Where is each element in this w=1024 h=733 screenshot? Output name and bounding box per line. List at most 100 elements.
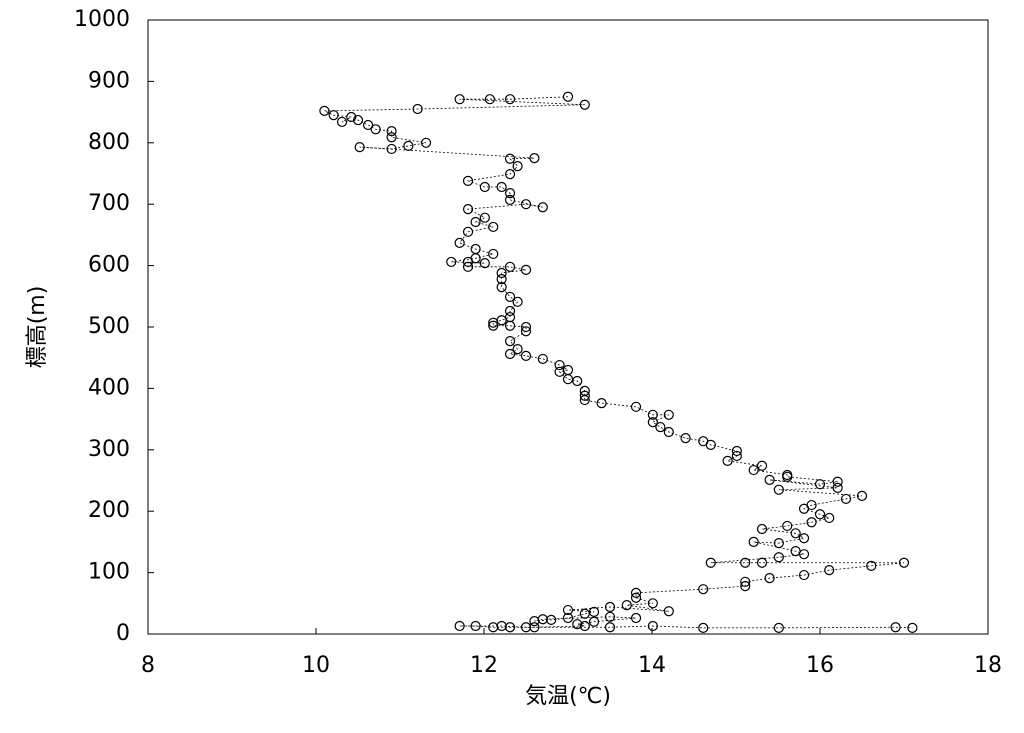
data-point: [824, 512, 835, 524]
data-point: [520, 622, 532, 633]
data-point: [748, 536, 759, 548]
data-point: [579, 99, 590, 110]
data-point: [890, 622, 901, 633]
data-point: [537, 353, 548, 365]
data-point: [512, 344, 523, 355]
data-point: [562, 364, 574, 376]
data-point: [512, 296, 523, 307]
data-point: [537, 202, 548, 213]
data-point: [352, 114, 364, 126]
data-point: [630, 612, 642, 624]
data-point: [756, 523, 768, 535]
data-point: [740, 557, 751, 568]
y-tick-label: 100: [88, 560, 130, 585]
y-tick-label: 700: [88, 191, 130, 216]
x-tick-label: 8: [141, 653, 155, 678]
data-point: [370, 124, 381, 135]
data-point: [454, 237, 465, 248]
data-point: [412, 103, 423, 115]
x-tick-label: 18: [974, 653, 1002, 678]
y-tick-label: 0: [116, 621, 130, 646]
data-point: [346, 111, 357, 123]
data-point: [529, 153, 540, 164]
y-axis-label: 標高(m): [25, 286, 50, 369]
data-point: [386, 126, 397, 137]
data-point: [470, 620, 481, 632]
data-point: [488, 248, 499, 260]
y-tick-label: 400: [88, 375, 130, 400]
data-point: [832, 476, 843, 487]
y-tick-label: 200: [88, 498, 130, 523]
data-point: [773, 538, 784, 549]
data-point: [504, 169, 516, 180]
data-point: [504, 261, 516, 272]
data-point: [520, 350, 532, 361]
data-point: [773, 484, 784, 495]
data-point: [562, 612, 574, 624]
data-point: [647, 620, 658, 632]
y-tick-label: 600: [88, 253, 130, 278]
data-point: [647, 598, 658, 609]
data-point: [572, 375, 583, 387]
data-point: [756, 557, 768, 568]
data-point: [496, 620, 507, 632]
data-point: [630, 592, 642, 603]
data-line: [324, 96, 913, 629]
data-point: [798, 549, 810, 560]
data-point: [562, 91, 574, 102]
data-point: [554, 359, 565, 371]
data-point: [898, 557, 910, 568]
data-point: [479, 258, 490, 269]
data-point: [740, 581, 751, 592]
data-point: [504, 291, 516, 303]
data-point: [731, 445, 742, 457]
data-point: [386, 132, 397, 143]
data-point: [806, 517, 817, 528]
data-point: [504, 320, 516, 331]
data-point: [588, 616, 600, 627]
data-point: [354, 141, 365, 153]
data-point: [705, 557, 716, 568]
data-point: [604, 611, 616, 622]
data-point: [504, 336, 516, 347]
data-point: [655, 421, 666, 433]
data-point: [504, 188, 516, 199]
x-tick-label: 10: [302, 653, 330, 678]
data-point: [621, 600, 632, 611]
data-point: [773, 552, 784, 563]
data-point: [824, 565, 835, 576]
data-point: [520, 199, 532, 210]
data-point: [386, 143, 397, 155]
data-point: [756, 460, 768, 471]
data-point: [579, 620, 590, 632]
data-point: [790, 528, 801, 539]
data-point: [504, 94, 516, 105]
data-point: [740, 576, 751, 587]
data-point: [454, 94, 465, 105]
data-point: [537, 614, 548, 625]
data-point: [488, 221, 499, 233]
data-point: [562, 374, 574, 385]
data-point: [647, 417, 658, 428]
data-point: [596, 398, 607, 409]
data-point: [420, 137, 432, 148]
data-point: [462, 226, 474, 237]
x-tick-label: 14: [638, 653, 666, 678]
data-point: [907, 622, 918, 633]
data-point: [856, 490, 868, 501]
data-point: [504, 194, 516, 206]
data-point: [680, 433, 691, 444]
y-tick-label: 800: [88, 130, 130, 155]
data-point: [663, 409, 674, 420]
data-point: [462, 175, 474, 186]
data-point: [512, 161, 523, 172]
data-point: [731, 450, 742, 462]
data-point: [520, 326, 532, 337]
x-tick-label: 12: [470, 653, 498, 678]
data-point: [504, 153, 516, 164]
data-point: [496, 274, 507, 285]
data-point: [403, 140, 414, 151]
data-point: [488, 317, 499, 328]
